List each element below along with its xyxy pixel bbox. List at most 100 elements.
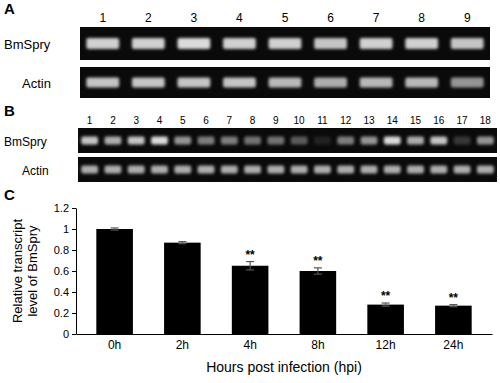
lane-number: 6 [327, 11, 334, 25]
gel-band [244, 137, 261, 145]
lane-number: 16 [433, 115, 445, 126]
gel-band [314, 78, 347, 88]
lane-number: 12 [340, 115, 352, 126]
gel-band [198, 137, 215, 145]
error-cap [178, 243, 186, 244]
gel-band [81, 166, 98, 174]
lane-number: 9 [273, 115, 279, 126]
gel-band [360, 78, 393, 88]
gel-band [267, 137, 284, 145]
tick-label: 0.6 [54, 265, 69, 277]
bar [435, 306, 472, 334]
gel-band [128, 166, 145, 174]
x-tick: 8h [311, 334, 324, 352]
gel-band [269, 78, 302, 88]
tick-label: 0 [63, 328, 69, 340]
error-cap [111, 229, 119, 230]
lane-number: 14 [387, 115, 399, 126]
lane-number: 2 [145, 11, 152, 25]
significance-marker: ** [313, 254, 323, 268]
gel-band [86, 38, 119, 49]
gel-band [86, 78, 119, 88]
lane-number: 8 [418, 11, 425, 25]
gel-band [132, 38, 165, 49]
x-tick: 12h [376, 334, 396, 352]
gel-band [454, 166, 471, 174]
plot-area [96, 228, 471, 334]
gel-panel: B123456789101112131415161718BmSpryActin [4, 102, 497, 182]
panel-label: B [4, 102, 15, 119]
y-tick: 0.8 [54, 244, 76, 256]
gel-band [132, 78, 165, 88]
gel-band [314, 38, 347, 49]
error-cap [449, 306, 457, 307]
tick-mark [72, 229, 76, 230]
lane-number: 5 [180, 115, 186, 126]
x-axis-title: Hours post infection (hpi) [206, 359, 362, 375]
row-label: BmSpry [4, 37, 51, 52]
gel-band [151, 137, 168, 145]
bar [96, 229, 133, 334]
error-bar [250, 262, 251, 270]
lane-number: 18 [480, 115, 492, 126]
significance-marker: ** [381, 289, 391, 303]
gel-band [81, 137, 98, 145]
y-axis-title: Relative transcriptlevel of BmSpry [10, 219, 40, 323]
gel-band [177, 78, 210, 88]
gel-band [407, 166, 424, 174]
tick-mark [72, 250, 76, 251]
gel-band [407, 137, 424, 145]
gel-band [221, 166, 238, 174]
tick-label: 8h [311, 338, 324, 352]
lane-number: 3 [191, 11, 198, 25]
lane-number: 6 [203, 115, 209, 126]
panel-label: C [4, 186, 15, 203]
tick-label: 1.2 [54, 202, 69, 214]
gel-band [244, 166, 261, 174]
gel-band [174, 137, 191, 145]
tick-label: 24h [443, 338, 463, 352]
tick-mark [72, 208, 76, 209]
gel-band [430, 137, 447, 145]
gel-band [451, 38, 484, 49]
gel-band [267, 166, 284, 174]
gel-band [361, 137, 378, 145]
row-label: BmSpry [4, 135, 47, 149]
tick-label: 2h [176, 338, 189, 352]
gel-band [405, 38, 438, 49]
tick-mark [72, 334, 76, 335]
row-label: Actin [22, 76, 51, 91]
gel-band [151, 166, 168, 174]
x-tick: 2h [176, 334, 189, 352]
error-cap [111, 227, 119, 228]
tick-mark [72, 271, 76, 272]
lane-number: 15 [410, 115, 422, 126]
gel-band [223, 38, 256, 49]
y-tick: 1 [63, 223, 76, 235]
error-cap [178, 241, 186, 242]
gel-band [177, 38, 210, 49]
lane-number: 7 [227, 115, 233, 126]
y-axis-title-line: Relative transcript [10, 219, 25, 323]
lane-number: 11 [317, 115, 328, 126]
lane-number: 2 [110, 115, 116, 126]
gel-background [78, 128, 497, 153]
gel-band [454, 137, 471, 145]
gel-background [78, 157, 497, 182]
gel-band [291, 166, 308, 174]
gel-panel: A123456789BmSpryActin [4, 0, 490, 98]
tick-label: 0.2 [54, 307, 69, 319]
gel-band [430, 166, 447, 174]
gel-band [361, 166, 378, 174]
tick-label: 1 [63, 223, 69, 235]
lane-number: 4 [157, 115, 163, 126]
lane-number: 9 [464, 11, 471, 25]
gel-band [337, 166, 354, 174]
tick-label: 4h [243, 338, 256, 352]
y-tick: 0 [63, 328, 76, 340]
gel-band [269, 38, 302, 49]
lane-number: 3 [133, 115, 139, 126]
tick-label: 12h [376, 338, 396, 352]
tick-label: 0.4 [54, 286, 69, 298]
gel-band [451, 78, 484, 88]
